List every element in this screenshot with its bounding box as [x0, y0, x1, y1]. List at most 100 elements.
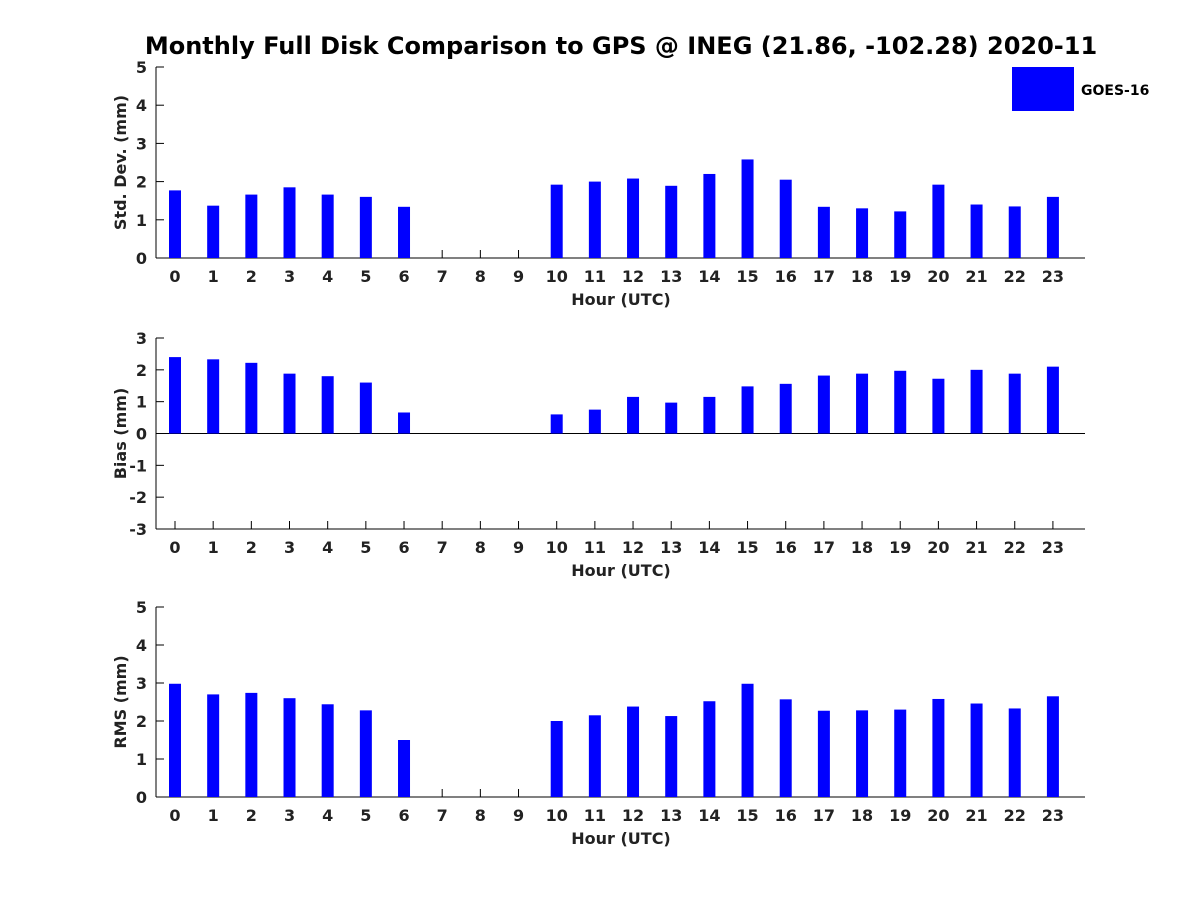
bar-hour-15: [741, 159, 754, 258]
bar-hour-13: [665, 402, 678, 434]
bar-hour-0: [169, 683, 181, 797]
y-tick-label: 4: [136, 96, 147, 115]
bar-hour-15: [741, 386, 754, 434]
x-tick-label: 17: [813, 806, 835, 825]
bar-hour-16: [779, 383, 792, 434]
bar-hour-4: [321, 704, 334, 797]
bar-hour-19: [894, 709, 907, 797]
x-tick-label: 6: [398, 538, 409, 557]
bar-hour-16: [779, 179, 792, 258]
x-tick-label: 23: [1042, 538, 1064, 557]
bar-hour-13: [665, 185, 678, 258]
bar-hour-23: [1046, 366, 1059, 434]
bar-hour-18: [856, 208, 869, 258]
bar-hour-10: [550, 721, 563, 797]
x-tick-label: 2: [246, 267, 257, 286]
bar-hour-15: [741, 683, 754, 797]
x-tick-label: 22: [1004, 267, 1026, 286]
x-tick-label: 22: [1004, 806, 1026, 825]
y-axis-label: RMS (mm): [111, 655, 130, 748]
bar-hour-3: [283, 373, 296, 434]
x-tick-label: 7: [437, 806, 448, 825]
bar-hour-22: [1008, 373, 1021, 434]
y-tick-label: 0: [136, 788, 147, 807]
x-tick-label: 8: [475, 538, 486, 557]
bar-hour-11: [588, 715, 601, 797]
y-tick-label: 3: [136, 674, 147, 693]
bar-hour-11: [588, 181, 601, 258]
x-axis-label: Hour (UTC): [571, 561, 671, 580]
bar-hour-12: [627, 706, 640, 797]
x-tick-label: 9: [513, 806, 524, 825]
x-tick-label: 6: [398, 267, 409, 286]
x-tick-label: 10: [546, 806, 568, 825]
x-tick-label: 0: [169, 538, 180, 557]
x-tick-label: 19: [889, 267, 911, 286]
x-tick-label: 13: [660, 806, 682, 825]
x-tick-label: 8: [475, 806, 486, 825]
y-tick-label: 5: [136, 58, 147, 77]
y-tick-label: 0: [136, 425, 147, 444]
x-tick-label: 15: [736, 267, 758, 286]
x-tick-label: 0: [169, 267, 180, 286]
x-tick-label: 7: [437, 267, 448, 286]
bar-hour-2: [245, 692, 258, 797]
x-tick-label: 19: [889, 806, 911, 825]
x-tick-label: 5: [360, 267, 371, 286]
bar-hour-23: [1046, 696, 1059, 797]
x-tick-label: 2: [246, 538, 257, 557]
bar-hour-17: [817, 206, 830, 258]
bar-hour-5: [359, 382, 372, 434]
y-tick-label: 1: [136, 750, 147, 769]
x-tick-label: 7: [437, 538, 448, 557]
bar-hour-20: [932, 184, 945, 258]
x-tick-label: 20: [927, 267, 949, 286]
x-tick-label: 14: [698, 267, 720, 286]
y-axis-label: Bias (mm): [111, 388, 130, 480]
bar-hour-22: [1008, 206, 1021, 258]
x-tick-label: 21: [965, 267, 987, 286]
x-tick-label: 2: [246, 806, 257, 825]
x-tick-label: 17: [813, 267, 835, 286]
bar-hour-16: [779, 699, 792, 797]
bar-hour-17: [817, 710, 830, 797]
x-tick-label: 20: [927, 806, 949, 825]
x-tick-label: 4: [322, 267, 333, 286]
x-tick-label: 22: [1004, 538, 1026, 557]
bar-hour-0: [169, 190, 181, 258]
y-tick-label: -3: [129, 520, 147, 539]
bar-hour-5: [359, 710, 372, 797]
bar-hour-14: [703, 173, 716, 258]
x-tick-label: 1: [208, 267, 219, 286]
bar-hour-1: [207, 694, 220, 797]
x-tick-label: 18: [851, 267, 873, 286]
bar-hour-13: [665, 716, 678, 797]
x-tick-label: 3: [284, 267, 295, 286]
x-tick-label: 4: [322, 806, 333, 825]
legend: GOES-16: [1012, 67, 1149, 111]
x-tick-label: 12: [622, 267, 644, 286]
bar-hour-6: [398, 740, 411, 797]
x-tick-label: 19: [889, 538, 911, 557]
bar-hour-3: [283, 187, 296, 258]
bar-hour-0: [169, 357, 181, 434]
bar-hour-14: [703, 396, 716, 434]
bar-hour-4: [321, 376, 334, 434]
x-tick-label: 21: [965, 806, 987, 825]
x-tick-label: 23: [1042, 267, 1064, 286]
x-tick-label: 23: [1042, 806, 1064, 825]
bar-hour-21: [970, 703, 983, 797]
legend-label: GOES-16: [1081, 83, 1149, 99]
x-tick-label: 17: [813, 538, 835, 557]
x-tick-label: 4: [322, 538, 333, 557]
x-tick-label: 16: [775, 806, 797, 825]
x-tick-label: 9: [513, 267, 524, 286]
bar-hour-6: [398, 412, 411, 434]
x-tick-label: 11: [584, 267, 606, 286]
bar-hour-4: [321, 194, 334, 258]
bar-hour-1: [207, 205, 220, 258]
y-tick-label: 2: [136, 173, 147, 192]
